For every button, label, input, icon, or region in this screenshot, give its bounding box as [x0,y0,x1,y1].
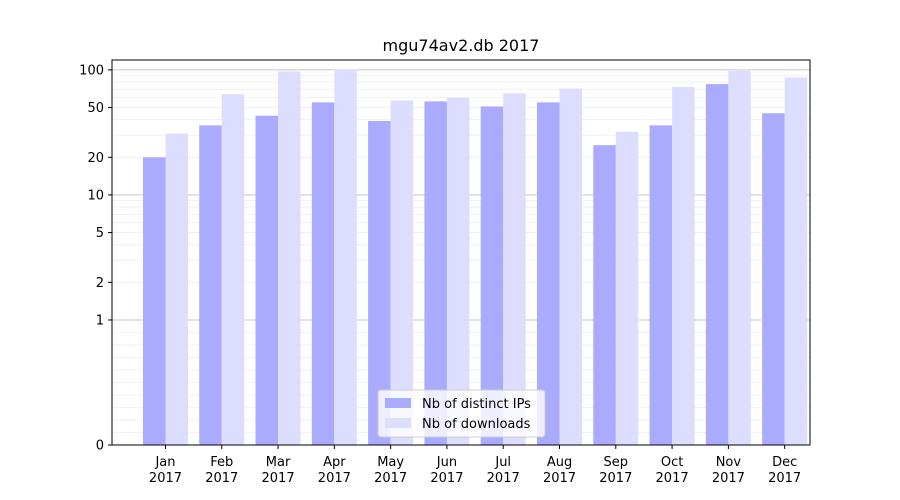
bar-distinct-ips [593,145,616,445]
y-tick-label: 2 [96,276,104,291]
x-tick-label: Feb [210,455,233,470]
bar-downloads [559,88,583,446]
bar-distinct-ips [142,157,166,445]
x-tick-sublabel: 2017 [149,471,182,486]
bar-distinct-ips [762,113,785,445]
y-tick-label: 100 [79,63,104,78]
bars [142,69,808,446]
x-tick-label: May [377,455,404,470]
x-tick-label: Dec [772,455,797,470]
bar-distinct-ips [480,106,504,445]
x-tick-label: Jul [494,455,511,470]
x-tick-label: Nov [716,455,742,470]
x-tick-label: Jan [154,455,175,470]
x-tick-label: Sep [604,455,629,470]
bar-distinct-ips [255,115,279,445]
x-tick-sublabel: 2017 [430,471,463,486]
bar-downloads [503,93,526,446]
bar-distinct-ips [311,102,335,445]
x-tick-sublabel: 2017 [712,471,745,486]
x-tick-sublabel: 2017 [318,471,351,486]
bar-downloads [446,97,470,445]
legend-swatch [385,398,411,408]
bar-distinct-ips [368,121,391,446]
x-tick-label: Oct [661,455,683,470]
x-tick-label: Jun [436,455,457,470]
x-tick-sublabel: 2017 [487,471,520,486]
x-tick-sublabel: 2017 [543,471,576,486]
plot-frame [111,59,811,446]
y-tick-label: 50 [87,101,104,116]
chart-title: mgu74av2.db 2017 [383,36,540,55]
x-tick-label: Apr [323,455,346,470]
bar-downloads [165,133,188,445]
y-tick-label: 1 [96,313,104,328]
bar-downloads [784,77,808,445]
y-tick-label: 0 [96,439,104,454]
x-tick-label: Mar [266,455,291,470]
bar-distinct-ips [199,125,222,445]
y-tick-label: 10 [87,188,104,203]
legend-swatch [385,418,411,428]
bar-downloads [728,70,751,446]
bar-distinct-ips [536,102,560,445]
bar-distinct-ips [649,125,673,445]
bar-distinct-ips [424,101,447,445]
y-axis: 0 1 2 5 10 20 50 100 [79,63,112,454]
bar-downloads [334,69,357,445]
legend-label: Nb of distinct IPs [422,397,531,412]
x-tick-sublabel: 2017 [656,471,689,486]
x-tick-label: Aug [547,455,572,470]
bar-downloads [672,86,695,445]
bar-downloads [390,100,414,445]
bar-downloads [221,94,245,446]
y-tick-label: 20 [87,151,104,166]
bar-distinct-ips [705,84,729,446]
bar-downloads [278,71,301,445]
legend-label: Nb of downloads [422,417,531,432]
x-tick-sublabel: 2017 [374,471,407,486]
x-tick-sublabel: 2017 [205,471,238,486]
x-tick-sublabel: 2017 [768,471,801,486]
x-tick-sublabel: 2017 [599,471,632,486]
x-tick-sublabel: 2017 [262,471,295,486]
legend: Nb of distinct IPs Nb of downloads [377,389,546,438]
y-tick-label: 5 [96,226,104,241]
bar-downloads [615,131,639,445]
legend-box [377,389,546,438]
x-axis: Jan2017Feb2017Mar2017Apr2017May2017Jun20… [149,445,801,486]
